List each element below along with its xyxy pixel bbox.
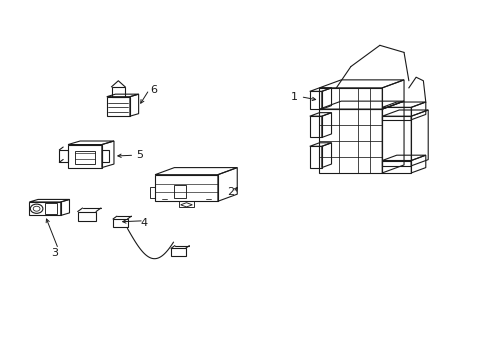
Bar — [45, 203, 57, 214]
Bar — [113, 219, 127, 227]
Text: 2: 2 — [227, 188, 234, 197]
Bar — [174, 185, 186, 198]
Text: 3: 3 — [51, 248, 58, 258]
Bar — [75, 150, 95, 164]
Bar — [171, 248, 185, 256]
Text: 4: 4 — [140, 217, 147, 228]
Bar — [78, 212, 96, 221]
Text: 6: 6 — [150, 85, 157, 95]
Text: 5: 5 — [136, 150, 142, 160]
Text: 1: 1 — [290, 92, 297, 102]
